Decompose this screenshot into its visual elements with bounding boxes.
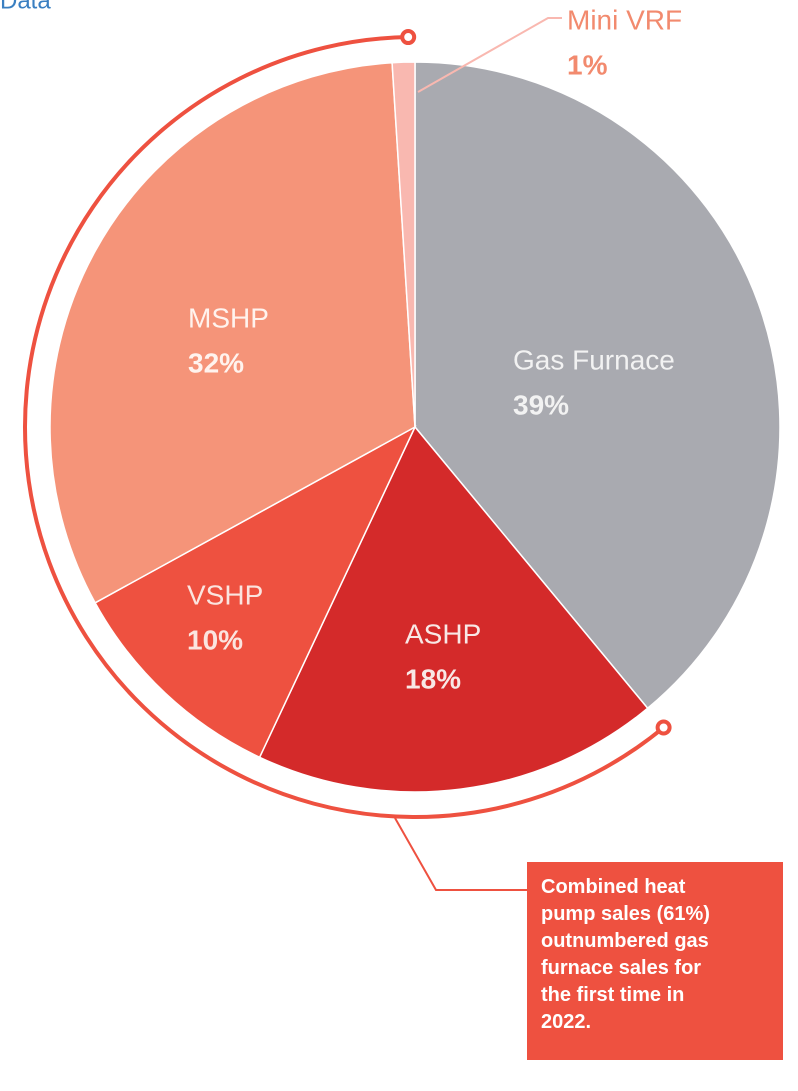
pie-slice bbox=[414, 61, 781, 710]
arc-end bbox=[400, 29, 417, 46]
slice-label: MSHP bbox=[188, 302, 269, 333]
pie-slice bbox=[258, 425, 649, 793]
pie-slice bbox=[391, 61, 416, 428]
slice-label: Mini VRF bbox=[567, 4, 682, 35]
callout-line: Combined heat bbox=[541, 876, 686, 898]
slice-value: 10% bbox=[187, 624, 243, 655]
callout-line: furnace sales for bbox=[541, 957, 702, 979]
callout-line: the first time in bbox=[541, 984, 685, 1006]
arc-end bbox=[655, 719, 672, 736]
bracket-arc bbox=[23, 35, 665, 819]
slice-value: 32% bbox=[188, 347, 244, 378]
leader-line bbox=[417, 17, 562, 93]
slice-value: 18% bbox=[405, 663, 461, 694]
callout-line: 2022. bbox=[541, 1011, 592, 1033]
callout-line: outnumbered gas bbox=[541, 930, 709, 952]
chart-title: Data bbox=[0, 0, 51, 14]
slice-label: ASHP bbox=[405, 618, 481, 649]
pie-slice bbox=[94, 425, 417, 759]
pie-slice bbox=[49, 61, 416, 604]
slice-value: 39% bbox=[513, 389, 569, 420]
slice-label: Gas Furnace bbox=[513, 344, 675, 375]
callout-line: pump sales (61%) bbox=[541, 903, 710, 925]
callout: Combined heat pump sales (61%) outnumbered… bbox=[527, 862, 783, 1060]
slice-label: VSHP bbox=[187, 579, 263, 610]
callout-leader bbox=[394, 817, 527, 891]
slice-value: 1% bbox=[567, 49, 608, 80]
